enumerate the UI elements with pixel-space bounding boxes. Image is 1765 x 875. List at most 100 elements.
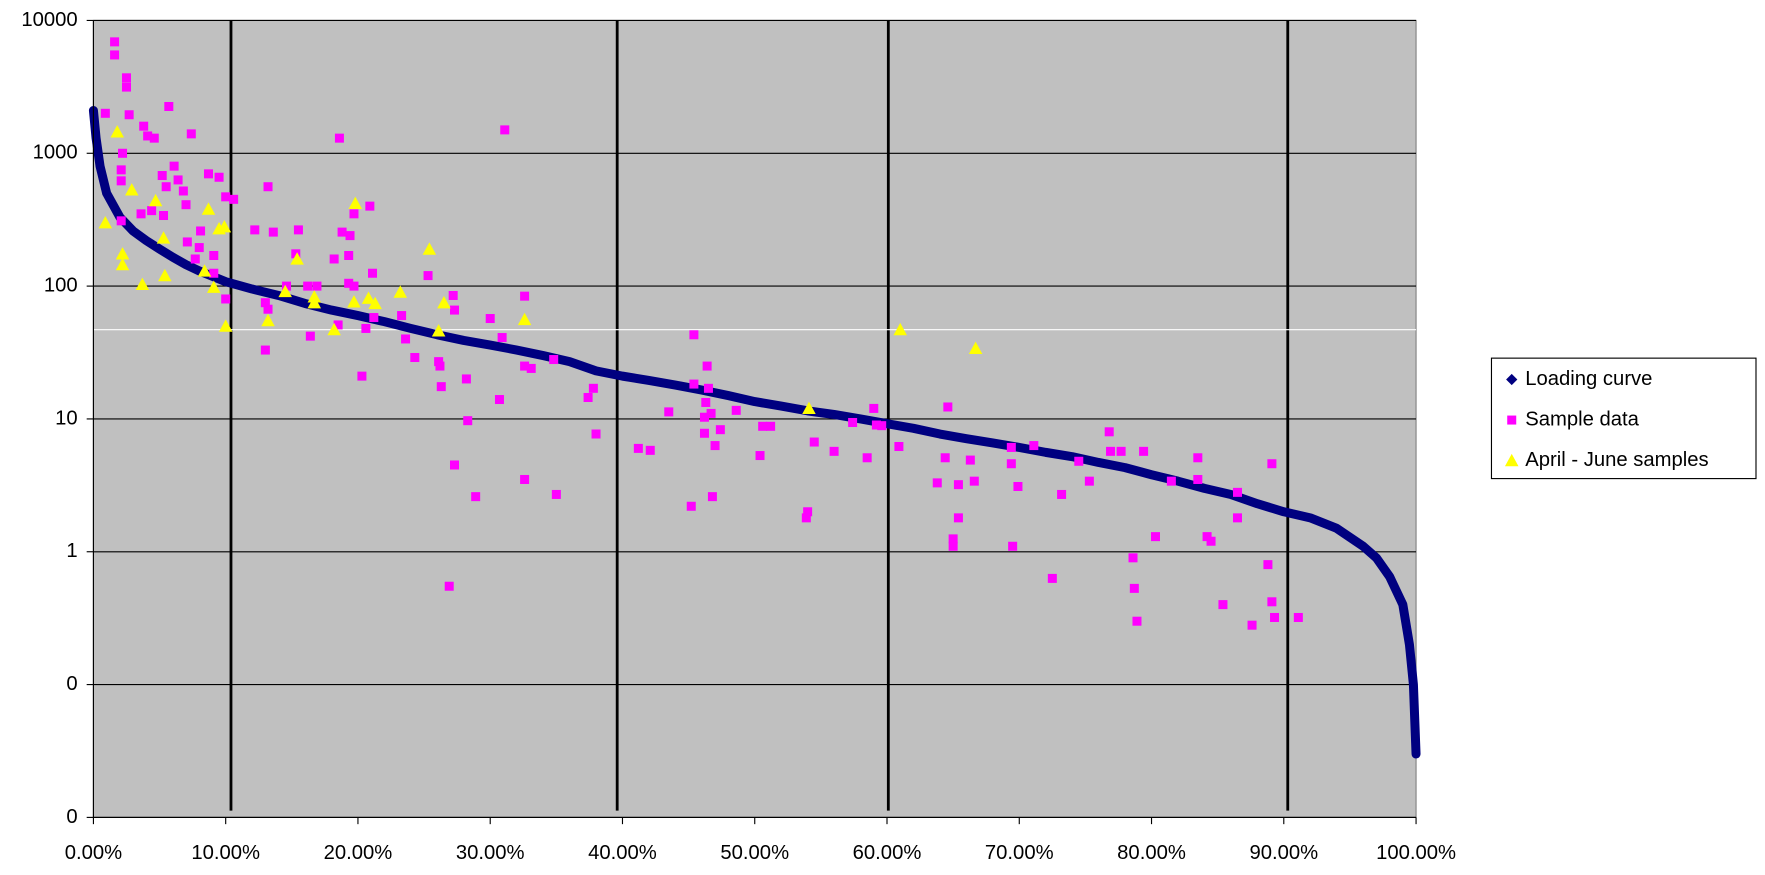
marker-square	[948, 534, 958, 544]
marker-square	[1006, 442, 1016, 452]
legend-label: April - June samples	[1525, 449, 1708, 471]
y-tick-label: 0	[66, 673, 77, 695]
marker-square	[143, 131, 153, 141]
marker-square	[803, 507, 813, 517]
marker-square	[291, 249, 301, 259]
loading-curve	[88, 105, 1421, 759]
marker-square	[809, 437, 819, 447]
marker-square	[1029, 441, 1039, 451]
marker-square	[397, 311, 407, 321]
marker-triangle	[893, 322, 907, 336]
x-tick-label: 80.00%	[1117, 842, 1186, 864]
marker-square	[147, 206, 157, 216]
marker-square	[1084, 476, 1094, 486]
marker-square	[118, 148, 128, 158]
marker-square	[345, 231, 355, 241]
y-tick-label: 10	[55, 407, 78, 429]
marker-square	[250, 225, 260, 235]
marker-square	[710, 441, 720, 451]
marker-square	[444, 581, 454, 591]
marks	[88, 37, 1421, 759]
y-tick-label: 10000	[21, 9, 77, 31]
x-tick-label: 90.00%	[1249, 842, 1318, 864]
marker-triangle	[207, 280, 221, 293]
marker-square	[221, 294, 231, 304]
marker-square	[268, 227, 278, 237]
marker-square	[1106, 446, 1116, 456]
marker-square	[260, 345, 270, 355]
marker-triangle	[437, 295, 451, 309]
marker-square	[214, 172, 224, 182]
marker-square	[526, 363, 536, 373]
marker-square	[869, 403, 879, 413]
axes: 0 0 1 10 100 1000 10000 0.00% 10.00% 20.00% 30.00%…	[21, 9, 1456, 864]
marker-square	[182, 237, 192, 247]
marker-square	[965, 455, 975, 465]
marker-square	[633, 443, 643, 453]
marker-square	[520, 291, 530, 301]
y-tick-label: 1000	[33, 142, 78, 164]
marker-square	[969, 476, 979, 486]
marker-square	[410, 353, 420, 363]
marker-square	[221, 192, 231, 202]
marker-square	[196, 226, 206, 236]
marker-square	[463, 416, 473, 426]
marker-triangle	[158, 268, 172, 282]
marker-triangle	[1504, 453, 1519, 467]
marker-square	[203, 169, 213, 179]
marker-square	[1166, 476, 1176, 486]
marker-square	[707, 492, 717, 502]
marker-square	[164, 101, 174, 112]
marker-square	[731, 405, 741, 415]
marker-square	[159, 211, 169, 221]
marker-square	[1507, 415, 1517, 425]
marker-square	[485, 314, 495, 324]
marker-square	[136, 209, 146, 219]
marker-triangle	[98, 215, 113, 229]
marker-square	[401, 334, 411, 344]
marker-square	[121, 82, 131, 92]
marker-square	[178, 186, 188, 196]
x-tick-label: 70.00%	[985, 842, 1054, 864]
y-tick-label: 1	[66, 540, 77, 562]
marker-square	[1057, 489, 1067, 499]
marker-triangle	[110, 125, 124, 138]
marker-square	[161, 182, 171, 192]
marker-square	[801, 513, 811, 523]
marker-square	[365, 201, 375, 211]
marker-square	[157, 171, 167, 181]
marker-square	[1047, 573, 1057, 583]
marker-triangle	[393, 285, 408, 298]
marker-triangle	[201, 202, 216, 215]
marker-square	[758, 421, 768, 431]
marker-triangle	[348, 196, 363, 209]
marker-square	[194, 243, 204, 253]
marker-square	[349, 209, 359, 219]
marker-triangle	[327, 322, 341, 336]
marker-triangle	[278, 284, 292, 298]
marker-square	[1006, 459, 1016, 469]
marker-triangle	[125, 183, 139, 196]
marker-square	[344, 278, 354, 288]
marker-square	[333, 320, 343, 330]
marker-square	[260, 298, 270, 308]
marker-square	[689, 379, 699, 389]
marker-triangle	[968, 341, 983, 354]
marker-square	[282, 281, 292, 291]
marker-square	[110, 50, 120, 60]
marker-square	[755, 451, 765, 461]
marker-square	[664, 407, 674, 417]
marker-square	[1232, 487, 1243, 497]
marker-square	[1193, 474, 1203, 484]
legend-items: Loading curve Sample data April - June sam…	[1504, 368, 1709, 471]
marker-square	[940, 453, 950, 463]
y-tick-label: 100	[44, 274, 78, 296]
legend-label: Loading curve	[1525, 368, 1652, 390]
marker-square	[591, 429, 601, 439]
marker-square	[100, 108, 110, 118]
marker-square	[361, 323, 371, 333]
legend-label: Sample data	[1525, 408, 1639, 430]
marker-square	[357, 371, 367, 381]
marker-triangle	[197, 264, 212, 277]
